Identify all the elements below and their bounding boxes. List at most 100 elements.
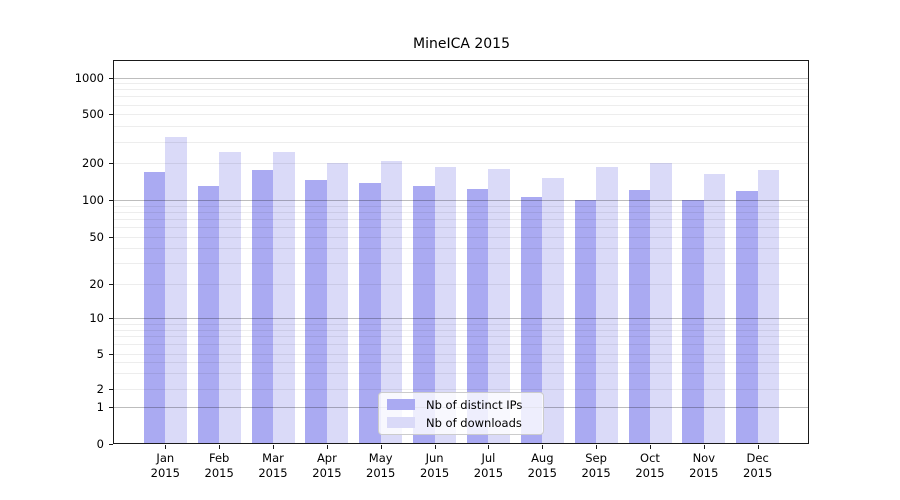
y-tick (108, 163, 113, 165)
x-tick (326, 444, 328, 449)
gridline-minor (113, 362, 810, 363)
gridline-minor (113, 248, 810, 250)
y-tick-label: 10 (89, 311, 104, 326)
gridline-minor (113, 236, 810, 238)
bar-downloads (273, 152, 295, 445)
x-tick (434, 444, 436, 449)
bar-distinct-ips (197, 185, 220, 445)
bar-distinct-ips (682, 199, 704, 445)
x-tick-label: Oct 2015 (635, 451, 665, 480)
gridline-minor (113, 218, 810, 220)
gridline-minor (113, 211, 810, 213)
y-tick-label: 20 (89, 277, 104, 291)
y-tick-label: 5 (96, 346, 104, 361)
bar-downloads (542, 177, 564, 445)
bar-distinct-ips (736, 191, 758, 445)
x-tick-label: Apr 2015 (312, 451, 342, 480)
gridline-minor (113, 226, 810, 228)
bar-downloads (650, 163, 672, 445)
gridline-major (113, 318, 810, 320)
x-tick (596, 444, 598, 449)
bar-distinct-ips (628, 189, 650, 445)
bar-downloads (380, 161, 403, 445)
bar-distinct-ips (520, 196, 543, 445)
x-tick (219, 444, 221, 449)
y-tick-label: 1 (96, 400, 104, 414)
legend-row-distinct-ips: Nb of distinct IPs (387, 398, 535, 412)
gridline-minor (113, 263, 810, 264)
bar-downloads (219, 152, 241, 445)
legend-label-downloads: Nb of downloads (426, 415, 522, 430)
gridline-minor (113, 205, 810, 207)
bar-distinct-ips (359, 182, 381, 445)
y-tick (108, 353, 113, 355)
bar-distinct-ips (574, 200, 597, 445)
legend-row-downloads: Nb of downloads (387, 416, 535, 430)
x-tick (703, 444, 705, 449)
y-tick (108, 77, 113, 79)
x-tick-label: Jun 2015 (419, 451, 450, 480)
y-tick (108, 388, 113, 390)
x-tick (380, 444, 382, 449)
gridline-minor (113, 89, 810, 91)
gridline-minor (113, 373, 810, 374)
y-tick-label: 2 (96, 381, 104, 396)
chart-title: MineICA 2015 (412, 36, 510, 52)
y-tick-label: 200 (82, 156, 104, 171)
y-tick-label: 0 (96, 437, 104, 452)
gridline-minor (113, 323, 810, 325)
gridline-major (113, 77, 810, 79)
x-tick-label: May 2015 (366, 451, 396, 480)
y-tick (108, 114, 113, 115)
bar-distinct-ips (143, 171, 166, 445)
gridline-minor (113, 344, 810, 346)
bar-downloads (757, 170, 780, 445)
bar-downloads (703, 173, 726, 445)
gridline-minor (113, 141, 810, 143)
gridline-minor (113, 114, 810, 115)
gridline-minor (113, 104, 810, 106)
gridline-minor (113, 96, 810, 98)
y-tick (108, 318, 113, 320)
gridline-minor (113, 284, 810, 285)
x-tick-label: Jul 2015 (473, 451, 504, 480)
x-tick-label: Dec 2015 (743, 451, 773, 480)
gridline-minor (113, 126, 810, 127)
y-tick (108, 284, 113, 285)
bar-downloads (326, 163, 349, 445)
x-tick-label: Jan 2015 (150, 451, 180, 480)
x-tick (165, 444, 167, 449)
gridline-minor (113, 336, 810, 338)
legend-swatch-downloads (387, 417, 415, 428)
gridline-minor (113, 83, 810, 85)
y-tick-label: 100 (82, 193, 104, 207)
legend-swatch-distinct-ips (387, 399, 415, 410)
x-tick (650, 444, 651, 449)
bar-downloads (596, 166, 618, 445)
y-tick-label: 50 (89, 229, 104, 244)
y-tick (108, 236, 113, 238)
legend-label-distinct-ips: Nb of distinct IPs (426, 397, 523, 412)
legend: Nb of distinct IPs Nb of downloads (378, 392, 544, 435)
x-tick (273, 444, 274, 449)
bar-distinct-ips (466, 188, 489, 445)
bar-distinct-ips (305, 180, 327, 445)
y-tick (108, 407, 113, 408)
x-tick-label: Sep 2015 (581, 451, 611, 480)
x-tick-label: Feb 2015 (204, 451, 234, 480)
y-tick (108, 200, 113, 201)
bar-downloads (488, 168, 510, 445)
x-tick (542, 444, 544, 449)
y-tick-label: 1000 (74, 70, 104, 85)
x-tick-label: Nov 2015 (689, 451, 719, 480)
bar-downloads (165, 137, 187, 445)
x-tick-label: Mar 2015 (258, 451, 288, 480)
x-tick-label: Aug 2015 (527, 451, 557, 480)
bar-distinct-ips (251, 169, 273, 445)
gridline-minor (113, 163, 810, 165)
y-tick-label: 500 (82, 107, 104, 121)
gridline-minor (113, 353, 810, 355)
gridline-minor (113, 388, 810, 390)
gridline-minor (113, 329, 810, 331)
